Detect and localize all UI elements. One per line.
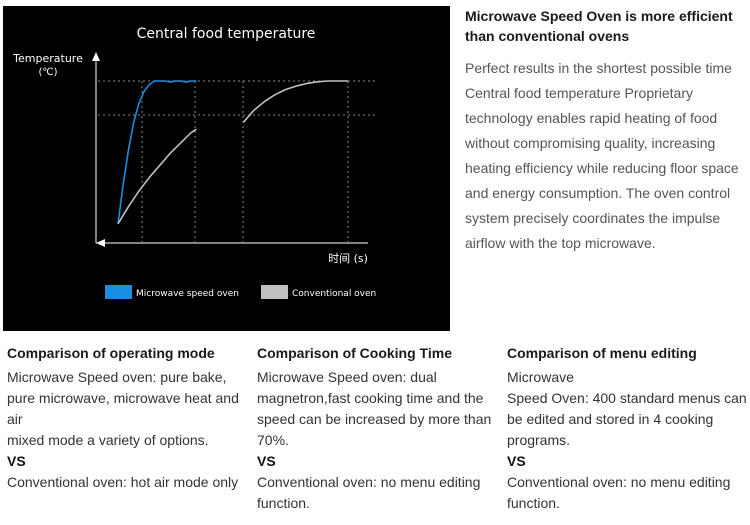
microwave-description-cont: Speed Oven: 400 standard menus can be ed… <box>507 390 747 448</box>
chart-title: Central food temperature <box>137 26 316 42</box>
microwave-description-cont: mixed mode a variety of options. <box>7 432 209 448</box>
comparison-title: Comparison of operating mode <box>7 345 215 361</box>
x-axis-arrow <box>96 239 105 247</box>
comparison-title: Comparison of menu editing <box>507 345 697 361</box>
conventional-description: Conventional oven: hot air mode only <box>7 474 239 490</box>
efficiency-section: Microwave Speed Oven is more efficient t… <box>465 6 747 256</box>
vs-label: VS <box>257 453 276 469</box>
efficiency-paragraph: Perfect results in the shortest possible… <box>465 60 739 251</box>
conventional-description: Conventional oven: no menu editing funct… <box>507 474 731 511</box>
vs-label: VS <box>7 453 26 469</box>
vs-label: VS <box>507 453 526 469</box>
legend-swatch-conventional <box>261 285 288 299</box>
chart-canvas: Central food temperature Temperature (℃)… <box>12 26 378 299</box>
efficiency-heading: Microwave Speed Oven is more efficient t… <box>465 8 733 44</box>
y-axis-label: Temperature <box>12 52 83 65</box>
series-line-1 <box>117 128 197 225</box>
legend-swatch-microwave <box>105 285 132 299</box>
series-line-2 <box>242 80 348 123</box>
temperature-chart: Central food temperature Temperature (℃)… <box>3 6 450 331</box>
microwave-description: Microwave Speed oven: dual magnetron,fas… <box>257 369 492 448</box>
legend-label-microwave: Microwave speed oven <box>136 289 239 299</box>
series-layer <box>117 80 348 225</box>
x-axis-label: 时间 (s) <box>328 252 368 265</box>
comparison-operating-mode: Comparison of operating mode Microwave S… <box>7 343 252 493</box>
comparison-menu-editing: Comparison of menu editing Microwave Spe… <box>507 343 750 514</box>
y-axis-arrow <box>92 52 100 61</box>
y-axis-unit: (℃) <box>38 67 57 78</box>
legend-label-conventional: Conventional oven <box>292 289 376 299</box>
microwave-description: Microwave Speed oven: pure bake, pure mi… <box>7 369 239 427</box>
chart-grid <box>98 80 378 243</box>
comparison-cooking-time: Comparison of Cooking Time Microwave Spe… <box>257 343 502 514</box>
conventional-description: Conventional oven: no menu editing funct… <box>257 474 481 511</box>
series-line-0 <box>117 80 197 224</box>
comparison-title: Comparison of Cooking Time <box>257 345 452 361</box>
microwave-description: Microwave <box>507 369 574 385</box>
